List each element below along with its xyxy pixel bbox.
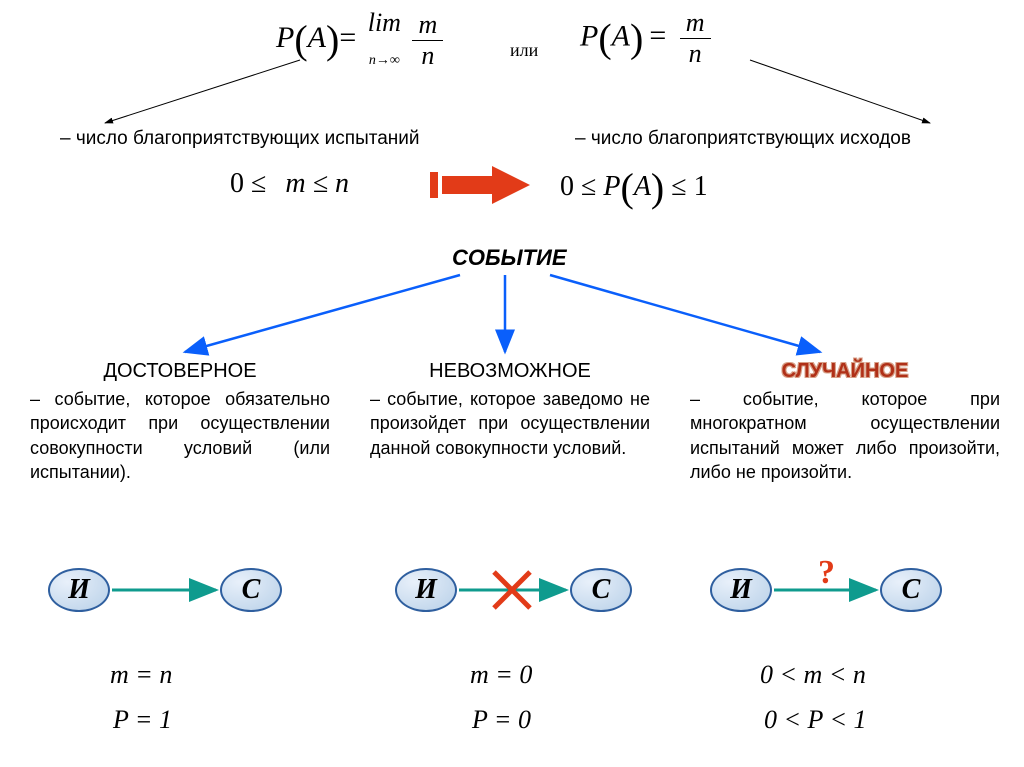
- oval-I-2: И: [395, 568, 457, 612]
- col-impossible-title: НЕВОЗМОЖНОЕ: [370, 360, 650, 383]
- annot-outcomes: – число благоприятствующих исходов: [575, 128, 911, 150]
- annot-trials: – число благоприятствующих испытаний: [60, 128, 420, 150]
- inequality-m: 0 ≤ m ≤ n: [230, 168, 349, 200]
- col-random-desc: – событие, которое при многократном осущ…: [690, 387, 1000, 484]
- col-impossible-desc: – событие, которое заведомо не произойде…: [370, 387, 650, 460]
- formula-limit: P(A)= lim n→∞ mn: [276, 8, 443, 72]
- event-title: СОБЫТИЕ: [452, 245, 567, 271]
- col-random: СЛУЧАЙНОЕ – событие, которое при многокр…: [690, 360, 1000, 484]
- question-mark: ?: [818, 554, 835, 592]
- oval-S-2: С: [570, 568, 632, 612]
- blue-arrow-right: [550, 275, 820, 352]
- col-certain-desc: – событие, которое обязательно происходи…: [30, 387, 330, 484]
- f-random-m: 0 < m < n: [760, 660, 866, 690]
- f-impossible-p: P = 0: [472, 705, 531, 735]
- oval-S-3: С: [880, 568, 942, 612]
- or-label: или: [510, 40, 538, 61]
- col-impossible: НЕВОЗМОЖНОЕ – событие, которое заведомо …: [370, 360, 650, 460]
- oval-I-1: И: [48, 568, 110, 612]
- f-certain-m: m = n: [110, 660, 172, 690]
- oval-S-1: С: [220, 568, 282, 612]
- f-impossible-m: m = 0: [470, 660, 532, 690]
- thin-arrow-right: [750, 60, 930, 123]
- diagram-container: { "topRow": { "formulaLeft": {"P":"P","A…: [0, 0, 1024, 767]
- thin-arrow-left: [105, 60, 300, 123]
- red-block-arrow: [430, 166, 530, 204]
- formula-classic: P(A)= mn: [580, 8, 711, 69]
- oval-I-3: И: [710, 568, 772, 612]
- inequality-p: 0 ≤ P(A) ≤ 1: [560, 164, 708, 211]
- f-random-p: 0 < P < 1: [764, 705, 867, 735]
- col-random-title: СЛУЧАЙНОЕ: [690, 360, 1000, 383]
- col-certain: ДОСТОВЕРНОЕ – событие, которое обязатель…: [30, 360, 330, 484]
- red-cross-icon: [494, 572, 530, 608]
- col-certain-title: ДОСТОВЕРНОЕ: [30, 360, 330, 383]
- f-certain-p: P = 1: [113, 705, 172, 735]
- blue-arrow-left: [185, 275, 460, 352]
